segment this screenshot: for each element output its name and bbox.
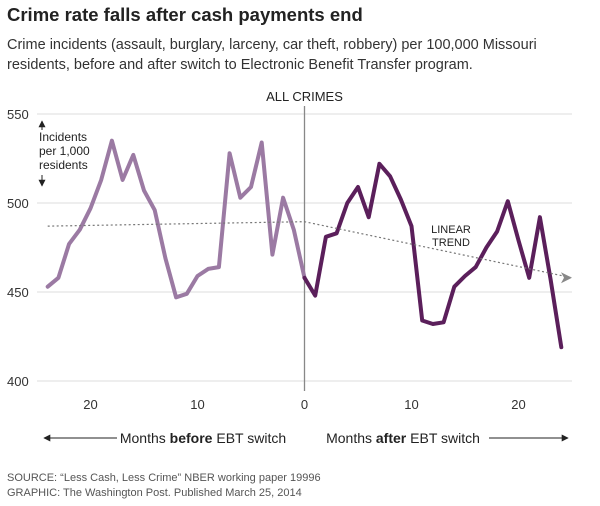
x-tick-label: 20 <box>511 397 525 412</box>
x-tick-label: 10 <box>404 397 418 412</box>
ylabel-line-1: Incidents <box>39 130 87 144</box>
trend-arrowhead <box>561 272 572 284</box>
all-crimes-label: ALL CRIMES <box>266 89 343 104</box>
trend-line <box>47 221 573 279</box>
linear-trend-label: LINEAR TREND <box>431 224 471 249</box>
months-after-label: Months after EBT switch <box>326 430 480 446</box>
graphic-credit: GRAPHIC: The Washington Post. Published … <box>7 486 302 499</box>
line-chart: 400 450 500 550 20 10 0 10 20 ALL CRIMES LINEAR… <box>7 89 573 446</box>
y-axis-label: Incidents per 1,000 residents <box>38 120 90 187</box>
x-tick-label: 10 <box>190 397 204 412</box>
y-axis-ticks: 400 450 500 550 <box>7 107 29 389</box>
y-tick-label: 450 <box>7 285 29 300</box>
y-tick-label: 400 <box>7 374 29 389</box>
y-tick-label: 550 <box>7 107 29 122</box>
x-tick-label: 20 <box>83 397 97 412</box>
chart-subtitle: Crime incidents (assault, burglary, larc… <box>7 37 537 73</box>
x-tick-label: 0 <box>301 397 308 412</box>
trend-label-line-2: TREND <box>432 237 470 249</box>
chart-title: Crime rate falls after cash payments end <box>7 4 363 25</box>
data-series <box>45 138 564 350</box>
ylabel-line-2: per 1,000 <box>39 144 90 158</box>
source-note: SOURCE: “Less Cash, Less Crime” NBER wor… <box>7 472 321 484</box>
months-axis-labels: Months before EBT switch Months after EB… <box>43 430 569 446</box>
series-before-line <box>45 138 307 300</box>
linear-trend <box>47 221 573 284</box>
x-axis-ticks: 20 10 0 10 20 <box>83 397 525 412</box>
footer: SOURCE: “Less Cash, Less Crime” NBER wor… <box>7 471 321 500</box>
ylabel-line-3: residents <box>39 158 88 172</box>
y-tick-label: 500 <box>7 196 29 211</box>
trend-label-line-1: LINEAR <box>431 224 471 236</box>
series-after-line <box>302 161 564 350</box>
months-before-label: Months before EBT switch <box>120 430 286 446</box>
